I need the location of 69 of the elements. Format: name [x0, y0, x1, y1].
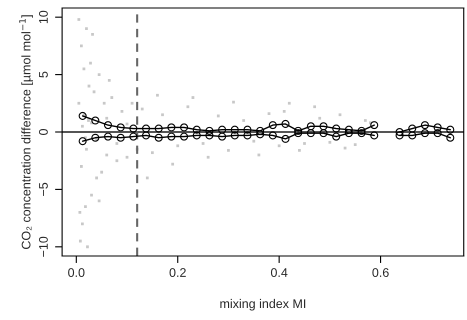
point: [332, 124, 340, 133]
x-axis-title: mixing index MI: [220, 298, 306, 311]
point: [294, 126, 302, 135]
point: [358, 126, 366, 135]
point: [446, 126, 454, 134]
point: [281, 134, 290, 143]
y-tick-label: −10: [38, 236, 48, 257]
point: [396, 131, 404, 140]
point: [218, 132, 226, 141]
point: [268, 131, 277, 140]
point: [294, 129, 302, 138]
point: [268, 121, 277, 130]
point: [91, 116, 100, 125]
point: [104, 132, 112, 141]
point: [396, 128, 404, 136]
point: [104, 121, 112, 130]
x-tick-label: 0.2: [170, 268, 186, 277]
point: [78, 112, 87, 120]
point: [408, 131, 416, 140]
point: [167, 123, 176, 132]
point: [281, 120, 290, 128]
x-tick-label: 0.6: [372, 268, 389, 277]
point: [230, 126, 239, 134]
point: [192, 131, 201, 140]
point: [370, 121, 378, 130]
point: [332, 132, 340, 141]
point: [420, 121, 429, 130]
point: [256, 126, 264, 135]
point: [358, 129, 366, 138]
point: [344, 129, 353, 138]
point: [205, 131, 214, 140]
point: [420, 129, 429, 138]
point: [230, 131, 239, 140]
point: [78, 137, 87, 146]
point: [306, 122, 315, 130]
point: [344, 126, 353, 134]
y-tick-label: −5: [39, 182, 48, 196]
point: [370, 131, 378, 140]
point: [306, 129, 315, 138]
point: [91, 134, 100, 142]
point: [116, 134, 125, 142]
point: [192, 126, 201, 134]
y-tick-label: 0: [38, 129, 48, 135]
y-axis-title: CO₂ concentration difference [µmol mol$^{−1}$]: [19, 15, 33, 249]
x-tick-label: 0.4: [270, 268, 288, 277]
point: [154, 124, 163, 133]
point: [319, 122, 328, 130]
point: [243, 131, 252, 140]
y-tick-label: 5: [39, 72, 48, 78]
x-tick-label: 0.0: [68, 268, 85, 277]
point: [446, 134, 454, 142]
point: [180, 132, 188, 141]
point: [142, 131, 150, 140]
point: [129, 124, 138, 133]
point: [116, 123, 125, 132]
point: [154, 134, 163, 142]
point: [256, 130, 264, 138]
point: [243, 126, 252, 134]
point: [129, 132, 138, 141]
point: [434, 129, 442, 138]
point: [180, 123, 188, 132]
point: [167, 132, 176, 141]
point: [142, 124, 150, 133]
point: [319, 129, 328, 138]
point: [408, 124, 416, 133]
y-tick-label: 10: [38, 10, 48, 24]
point: [218, 126, 226, 134]
point: [434, 123, 442, 132]
point: [205, 126, 214, 135]
